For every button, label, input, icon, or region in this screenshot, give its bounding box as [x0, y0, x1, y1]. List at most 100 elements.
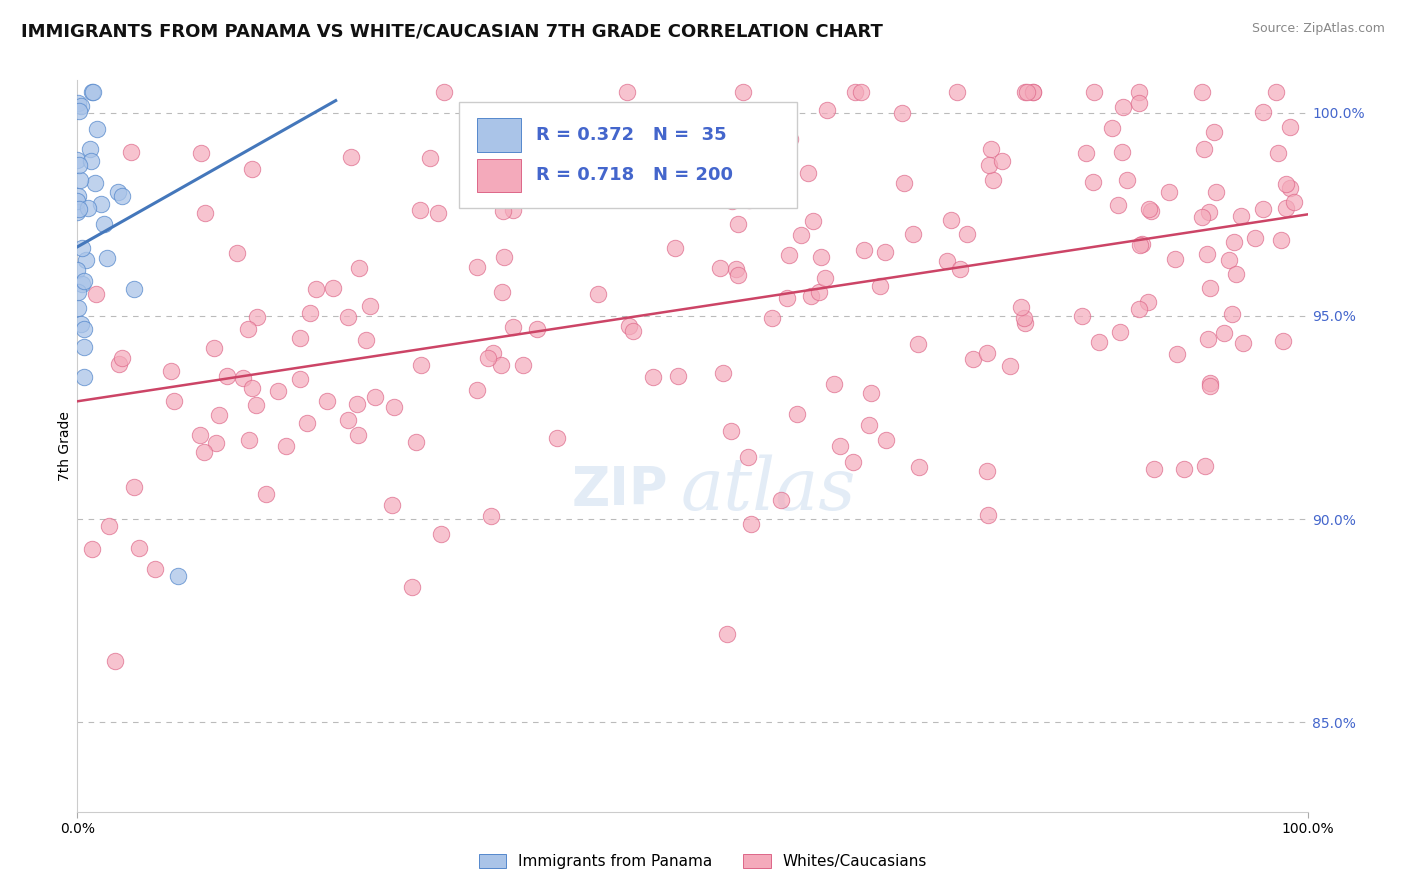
- Point: [891, 106, 914, 120]
- Point: [70, 99, 93, 113]
- Point: [738, 193, 761, 207]
- Point: [733, 86, 755, 100]
- Point: [1204, 125, 1226, 139]
- Point: [616, 86, 638, 100]
- Point: [337, 310, 360, 324]
- Point: [740, 516, 762, 531]
- Point: [526, 322, 548, 336]
- Point: [354, 333, 377, 347]
- Point: [67, 95, 90, 110]
- Point: [492, 203, 515, 218]
- Point: [98, 519, 121, 533]
- Point: [208, 408, 231, 422]
- Point: [73, 321, 96, 335]
- Point: [346, 397, 368, 411]
- Point: [288, 372, 311, 386]
- Point: [893, 177, 915, 191]
- Point: [851, 86, 873, 100]
- Point: [86, 122, 108, 136]
- Point: [66, 263, 89, 277]
- Point: [1101, 121, 1123, 136]
- Point: [778, 248, 800, 262]
- Point: [254, 487, 277, 501]
- Point: [1251, 202, 1274, 216]
- Point: [1191, 211, 1213, 225]
- Point: [844, 86, 866, 100]
- Point: [240, 161, 263, 176]
- Point: [104, 654, 127, 668]
- Point: [1076, 145, 1098, 160]
- Point: [664, 241, 686, 255]
- Point: [936, 254, 959, 268]
- Point: [67, 103, 90, 118]
- Point: [807, 285, 830, 299]
- Point: [491, 285, 513, 299]
- Point: [107, 358, 129, 372]
- Point: [1220, 307, 1243, 321]
- Point: [814, 270, 837, 285]
- Point: [1128, 301, 1150, 316]
- Point: [980, 142, 1002, 156]
- Point: [401, 580, 423, 594]
- Point: [711, 366, 734, 380]
- Point: [66, 189, 89, 203]
- Point: [643, 369, 665, 384]
- Point: [122, 282, 145, 296]
- Point: [1130, 237, 1153, 252]
- Point: [990, 153, 1012, 168]
- Point: [288, 330, 311, 344]
- Point: [1166, 347, 1188, 361]
- Point: [512, 358, 534, 372]
- Point: [823, 376, 845, 391]
- Point: [779, 132, 801, 146]
- Point: [907, 337, 929, 351]
- Point: [869, 279, 891, 293]
- Point: [67, 158, 90, 172]
- Point: [76, 201, 98, 215]
- Point: [769, 493, 792, 508]
- Point: [1198, 378, 1220, 392]
- Point: [666, 369, 689, 384]
- Point: [188, 428, 211, 442]
- Point: [1014, 316, 1036, 330]
- Point: [80, 542, 103, 557]
- Point: [238, 433, 260, 447]
- Point: [716, 627, 738, 641]
- Point: [73, 274, 96, 288]
- Point: [298, 306, 321, 320]
- Point: [479, 509, 502, 524]
- Point: [1014, 311, 1036, 326]
- Point: [1111, 145, 1133, 160]
- Point: [853, 244, 876, 258]
- Point: [595, 159, 617, 173]
- Point: [1279, 120, 1302, 134]
- Point: [202, 341, 225, 355]
- Point: [797, 166, 820, 180]
- Point: [956, 227, 979, 242]
- Point: [776, 291, 799, 305]
- Text: R = 0.718   N = 200: R = 0.718 N = 200: [536, 167, 733, 185]
- Point: [786, 408, 808, 422]
- Point: [477, 351, 499, 365]
- Point: [433, 86, 456, 100]
- Point: [232, 371, 254, 385]
- Point: [1243, 231, 1265, 245]
- Point: [1116, 172, 1139, 186]
- Point: [128, 541, 150, 555]
- Point: [419, 152, 441, 166]
- Point: [976, 345, 998, 359]
- Point: [546, 431, 568, 445]
- Point: [1205, 185, 1227, 199]
- Point: [502, 203, 524, 218]
- Point: [1087, 334, 1109, 349]
- Point: [1137, 295, 1160, 310]
- Point: [73, 340, 96, 354]
- Point: [82, 86, 104, 100]
- Point: [1264, 86, 1286, 100]
- Point: [801, 213, 824, 227]
- Point: [841, 455, 863, 469]
- Point: [1014, 86, 1036, 100]
- Point: [405, 435, 427, 450]
- Point: [1194, 458, 1216, 473]
- Point: [875, 245, 897, 260]
